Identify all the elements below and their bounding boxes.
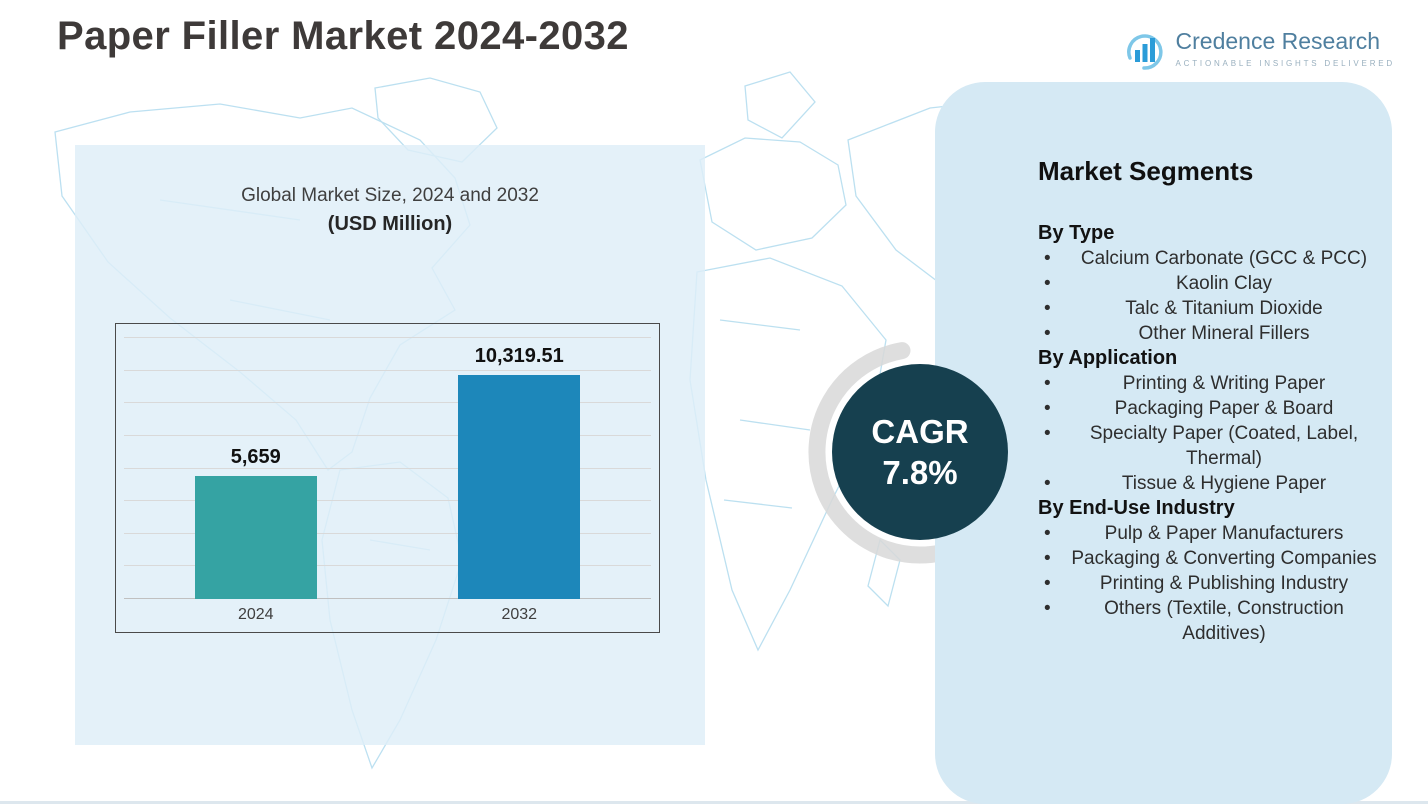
segment-item-label: Others (Textile, Construction Additives) bbox=[1104, 598, 1344, 644]
segment-item: • Specialty Paper (Coated, Label, Thermal… bbox=[1038, 421, 1380, 471]
bar-value-label: 5,659 bbox=[230, 446, 281, 468]
x-axis-line bbox=[124, 598, 651, 599]
segment-item: • Calcium Carbonate (GCC & PCC) bbox=[1038, 246, 1380, 271]
bullet-icon: • bbox=[1044, 473, 1051, 494]
segment-item-label: Packaging Paper & Board bbox=[1114, 398, 1334, 419]
bullet-icon: • bbox=[1044, 298, 1051, 319]
bullet-icon: • bbox=[1044, 323, 1051, 344]
segment-item: • Talc & Titanium Dioxide bbox=[1038, 296, 1380, 321]
chart-title: Global Market Size, 2024 and 2032 bbox=[241, 185, 539, 206]
segment-item-label: Talc & Titanium Dioxide bbox=[1125, 298, 1323, 319]
logo-tagline: Actionable Insights Delivered bbox=[1175, 59, 1395, 68]
segment-item-label: Other Mineral Fillers bbox=[1138, 323, 1310, 344]
bullet-icon: • bbox=[1044, 373, 1051, 394]
gridline bbox=[124, 500, 651, 502]
gridline bbox=[124, 467, 651, 469]
bullet-icon: • bbox=[1044, 273, 1051, 294]
segment-item: • Packaging Paper & Board bbox=[1038, 396, 1380, 421]
segment-item-label: Specialty Paper (Coated, Label, Thermal) bbox=[1089, 423, 1359, 469]
segment-item: • Printing & Writing Paper bbox=[1038, 371, 1380, 396]
segment-group-heading: By Type bbox=[1038, 222, 1115, 244]
chart-subtitle: (USD Million) bbox=[327, 213, 453, 235]
segment-item-label: Packaging & Converting Companies bbox=[1071, 548, 1377, 569]
bullet-icon: • bbox=[1044, 548, 1051, 569]
logo-name: Credence Research bbox=[1175, 28, 1381, 54]
market-size-panel: Global Market Size, 2024 and 2032 (USD M… bbox=[75, 145, 705, 745]
bar-group-2032: 10,319.51 2032 bbox=[439, 345, 599, 623]
segment-item-label: Pulp & Paper Manufacturers bbox=[1104, 523, 1344, 544]
bar-group-2024: 5,659 2024 bbox=[176, 446, 336, 623]
segment-item: • Other Mineral Fillers bbox=[1038, 321, 1380, 346]
gridline bbox=[124, 337, 651, 338]
bar-2032 bbox=[458, 375, 581, 599]
segment-item: • Kaolin Clay bbox=[1038, 271, 1380, 296]
segment-group-heading: By Application bbox=[1038, 347, 1178, 369]
segment-item: • Packaging & Converting Companies bbox=[1038, 546, 1380, 571]
segment-item: • Tissue & Hygiene Paper bbox=[1038, 471, 1380, 496]
bar-value-label: 10,319.51 bbox=[474, 345, 564, 367]
segments-list: By Type • Calcium Carbonate (GCC & PCC) • Ka… bbox=[1038, 221, 1380, 646]
gridline bbox=[124, 434, 651, 436]
segment-item-label: Printing & Writing Paper bbox=[1122, 373, 1326, 394]
gridline bbox=[124, 565, 651, 567]
segment-item: • Printing & Publishing Industry bbox=[1038, 571, 1380, 596]
segments-title: Market Segments bbox=[1038, 156, 1254, 186]
segment-item: • Pulp & Paper Manufacturers bbox=[1038, 521, 1380, 546]
cagr-badge: CAGR 7.8% bbox=[832, 364, 1008, 540]
bar-chart: 5,659 2024 10,319.51 2032 bbox=[115, 323, 660, 633]
credence-research-logo: Credence Research Actionable Insights De… bbox=[1122, 28, 1395, 77]
segment-item-label: Calcium Carbonate (GCC & PCC) bbox=[1080, 248, 1368, 269]
segment-item-label: Kaolin Clay bbox=[1175, 273, 1273, 294]
segment-item: • Others (Textile, Construction Additives… bbox=[1038, 596, 1380, 646]
bullet-icon: • bbox=[1044, 423, 1051, 444]
cagr-value: 7.8% bbox=[882, 454, 958, 491]
gridline bbox=[124, 369, 651, 371]
bullet-icon: • bbox=[1044, 248, 1051, 269]
bullet-icon: • bbox=[1044, 523, 1051, 544]
cagr-label: CAGR bbox=[871, 412, 969, 450]
bullet-icon: • bbox=[1044, 573, 1051, 594]
segment-item-label: Tissue & Hygiene Paper bbox=[1121, 473, 1327, 494]
bullet-icon: • bbox=[1044, 598, 1051, 619]
bar-category-label: 2032 bbox=[501, 606, 538, 623]
plot-area: 5,659 2024 10,319.51 2032 bbox=[124, 337, 651, 623]
bar-category-label: 2024 bbox=[237, 606, 274, 623]
gridline bbox=[124, 402, 651, 404]
bar-chart-logo-icon bbox=[1122, 28, 1166, 77]
bottom-divider bbox=[0, 801, 1428, 804]
bar-2024 bbox=[194, 476, 317, 599]
segment-group-heading: By End-Use Industry bbox=[1038, 497, 1235, 519]
market-segments-panel: Market Segments By Type • Calcium Carbonat… bbox=[935, 82, 1392, 804]
gridline bbox=[124, 532, 651, 534]
page-title: Paper Filler Market 2024-2032 bbox=[57, 14, 629, 58]
segment-item-label: Printing & Publishing Industry bbox=[1099, 573, 1349, 594]
bullet-icon: • bbox=[1044, 398, 1051, 419]
